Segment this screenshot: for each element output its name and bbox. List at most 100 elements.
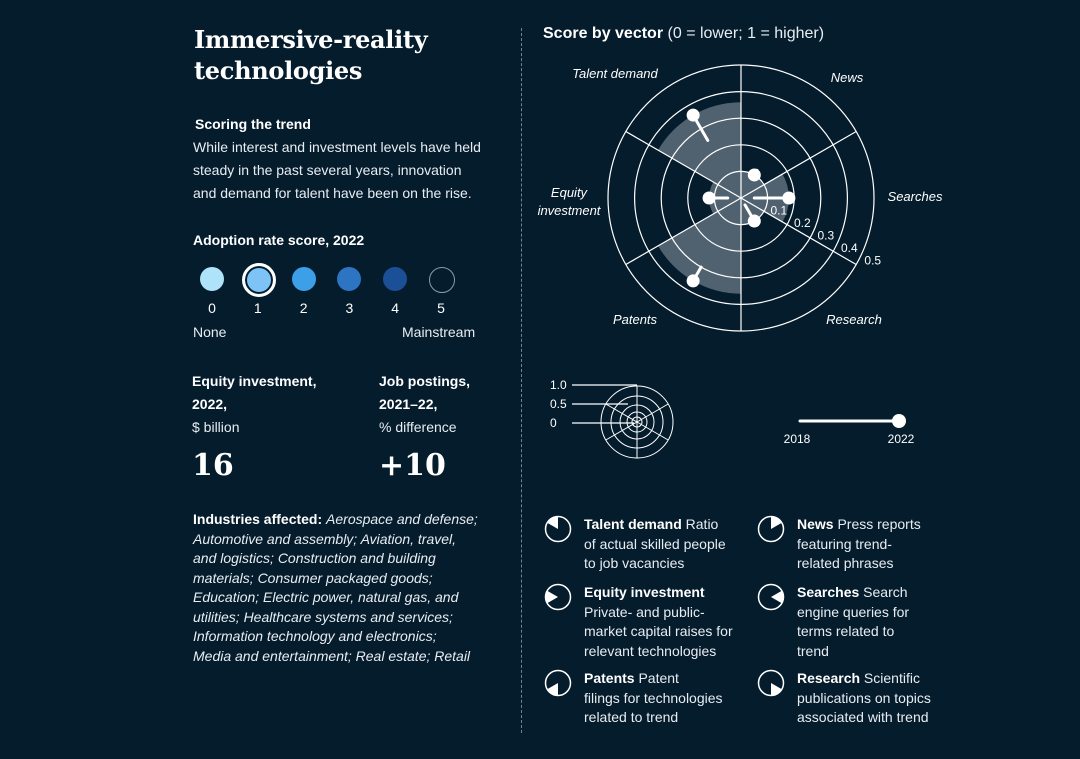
- title-line-1: Immersive-reality: [194, 25, 428, 54]
- legend-item-line: filings for technologies: [584, 689, 723, 706]
- equity-unit: $ billion: [192, 419, 240, 435]
- industries-label: Industries affected:: [193, 511, 323, 527]
- research-sector-icon: [757, 669, 785, 697]
- scale-key-label: 1.0: [550, 378, 567, 392]
- legend-item-name: News: [797, 516, 834, 532]
- category-label: Research: [826, 312, 882, 327]
- scoring-line: and demand for talent have been on the r…: [193, 185, 472, 201]
- adoption-low-label: None: [193, 324, 227, 340]
- job-postings-stat: Job postings, 2021–22, % difference: [379, 370, 470, 439]
- legend-item-line: terms related to: [797, 623, 895, 639]
- ring-label: 0.2: [794, 216, 811, 230]
- jobs-label-line-1: Job postings,: [379, 373, 470, 389]
- radial-chart: 0.1 0.2 0.3 0.4 0.5 Talent demand News Searches…: [538, 64, 943, 332]
- sector-fill: [658, 102, 741, 198]
- equity-investment-sector-icon: [544, 583, 572, 611]
- column-divider: [521, 28, 522, 733]
- adoption-score-label: 5: [437, 300, 445, 316]
- adoption-score-circle: [241, 263, 276, 297]
- time-key-end-point: [892, 414, 906, 428]
- adoption-score-circle: [383, 267, 408, 291]
- adoption-score-circle: [291, 267, 316, 291]
- ring-label: 0.3: [817, 228, 834, 242]
- talent-demand-sector-icon: [544, 515, 572, 543]
- chart-title: Score by vector (0 = lower; 1 = higher): [543, 25, 824, 43]
- category-label: News: [831, 70, 864, 85]
- legend-item-line: featuring trend-: [797, 535, 892, 552]
- legend-item-line: related phrases: [797, 555, 894, 571]
- searches-sector-icon: [757, 583, 785, 611]
- legend-item-name: Searches: [797, 584, 860, 600]
- score-point: [702, 191, 716, 205]
- equity-investment-stat: Equity investment, 2022, $ billion: [192, 370, 316, 439]
- score-point: [782, 191, 796, 205]
- legend-item-line: engine queries for: [797, 603, 910, 620]
- legend-item-line: Private- and public-: [584, 603, 705, 620]
- chart-title-main: Score by vector: [543, 25, 664, 42]
- scale-key-spoke: [605, 403, 638, 423]
- category-label: investment: [538, 203, 602, 218]
- industries-line: Media and entertainment; Real estate; Re…: [193, 647, 471, 664]
- adoption-scale: 0 1 2 3 4 5: [0, 0, 540, 350]
- score-point: [747, 214, 761, 228]
- grid-spoke: [740, 197, 857, 266]
- industries-line: and logistics; Construction and building: [193, 550, 436, 566]
- scale-key-spoke: [636, 403, 669, 423]
- news-sector-icon: [757, 515, 785, 543]
- adoption-score-label: 3: [345, 300, 354, 316]
- score-point: [686, 274, 700, 288]
- sector-fill: [658, 198, 741, 294]
- legend-item: News Press reports featuring trend-relate…: [797, 515, 977, 574]
- adoption-score-circle: [337, 267, 362, 291]
- scoring-line: While interest and investment levels hav…: [193, 139, 481, 155]
- industries-affected: Industries affected: Aerospace and defen…: [193, 510, 513, 666]
- legend-item-line: publications on topics: [797, 689, 931, 706]
- legend-item-line: market capital raises for: [584, 623, 733, 639]
- grid-spoke: [625, 197, 742, 266]
- industries-line: Aerospace and defense;: [326, 511, 478, 527]
- jobs-unit: % difference: [379, 419, 457, 435]
- legend-item: Research Scientific publications on topic…: [797, 669, 977, 728]
- jobs-value: +10: [379, 448, 446, 483]
- equity-value: 16: [192, 448, 234, 483]
- scale-key-spoke: [636, 421, 669, 441]
- legend-item-name: Research: [797, 670, 861, 686]
- legend-item-line: relevant technologies: [584, 642, 717, 659]
- scoring-heading: Scoring the trend: [195, 116, 311, 132]
- category-label: Patents: [613, 312, 658, 327]
- industries-line: materials; Consumer packaged goods;: [193, 569, 433, 586]
- adoption-high-label: Mainstream: [402, 324, 476, 340]
- jobs-label-line-2: 2021–22,: [379, 396, 438, 412]
- adoption-heading: Adoption rate score, 2022: [193, 232, 365, 248]
- legend-item-name: Patents: [584, 670, 635, 686]
- grid-spoke: [625, 130, 742, 199]
- grid-spoke: [740, 130, 857, 199]
- category-label: Searches: [888, 189, 943, 204]
- time-key-end: 2022: [888, 432, 915, 446]
- scale-key-label: 0: [550, 416, 557, 430]
- time-key: 2018 2022: [784, 414, 915, 446]
- scoring-description: While interest and investment levels hav…: [193, 136, 513, 205]
- page-title: Immersive-reality technologies: [194, 24, 474, 86]
- legend-item-line: to job vacancies: [584, 555, 685, 571]
- adoption-score-circle: [429, 267, 455, 293]
- scale-key-spoke: [605, 421, 638, 441]
- ring-label: 0.5: [864, 253, 881, 267]
- legend-item-line: related to trend: [584, 709, 679, 725]
- adoption-score-circle: [200, 267, 224, 291]
- adoption-score-label: 2: [299, 300, 308, 316]
- legend-item-line: of actual skilled people: [584, 535, 726, 552]
- category-label: Equity: [551, 185, 589, 200]
- equity-label-line-2: 2022,: [192, 396, 228, 412]
- score-point: [686, 108, 700, 122]
- equity-label-line-1: Equity investment,: [192, 373, 317, 389]
- legend-item: Patents Patent filings for technologies re…: [584, 669, 764, 728]
- score-point: [747, 168, 761, 182]
- legend-item: Talent demand Ratio of actual skilled peo…: [584, 515, 764, 574]
- industries-line: Education; Electric power, natural gas, …: [193, 589, 459, 605]
- legend-item: Equity investment Private- and public-mar…: [584, 583, 764, 661]
- scale-key-label: 0.5: [550, 397, 567, 411]
- industries-line: utilities; Healthcare systems and servic…: [193, 608, 453, 625]
- legend-item-name: Talent demand: [584, 516, 682, 532]
- legend-item-name: Equity investment: [584, 584, 705, 600]
